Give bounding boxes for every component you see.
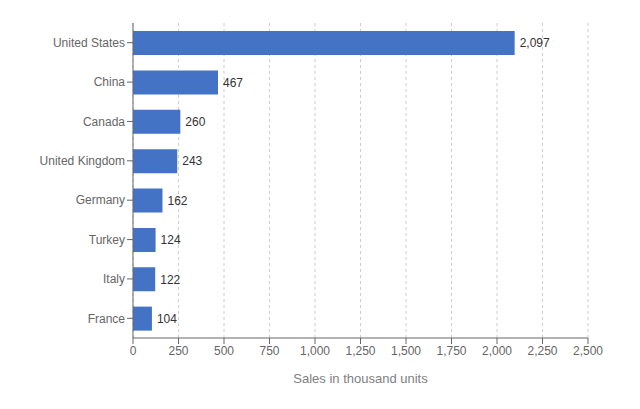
svg-text:China: China: [94, 75, 126, 89]
svg-text:124: 124: [161, 233, 181, 247]
svg-text:162: 162: [167, 194, 187, 208]
svg-text:2,500: 2,500: [573, 344, 603, 358]
svg-text:1,250: 1,250: [345, 344, 375, 358]
svg-text:Italy: Italy: [103, 272, 125, 286]
svg-text:104: 104: [157, 312, 177, 326]
svg-text:1,000: 1,000: [300, 344, 330, 358]
svg-text:1,750: 1,750: [436, 344, 466, 358]
svg-text:260: 260: [185, 115, 205, 129]
svg-text:243: 243: [182, 154, 202, 168]
svg-text:2,250: 2,250: [527, 344, 557, 358]
svg-text:Canada: Canada: [83, 115, 125, 129]
svg-text:750: 750: [259, 344, 279, 358]
svg-text:United States: United States: [53, 36, 125, 50]
svg-text:Turkey: Turkey: [89, 233, 125, 247]
svg-text:122: 122: [160, 273, 180, 287]
svg-text:0: 0: [130, 344, 137, 358]
svg-text:Germany: Germany: [76, 193, 125, 207]
svg-text:2,000: 2,000: [482, 344, 512, 358]
svg-text:250: 250: [168, 344, 188, 358]
svg-text:Sales in thousand units: Sales in thousand units: [293, 371, 428, 386]
svg-text:1,500: 1,500: [391, 344, 421, 358]
svg-text:United Kingdom: United Kingdom: [40, 154, 125, 168]
svg-text:500: 500: [214, 344, 234, 358]
svg-text:France: France: [88, 312, 126, 326]
svg-text:467: 467: [223, 76, 243, 90]
svg-text:2,097: 2,097: [520, 36, 550, 50]
